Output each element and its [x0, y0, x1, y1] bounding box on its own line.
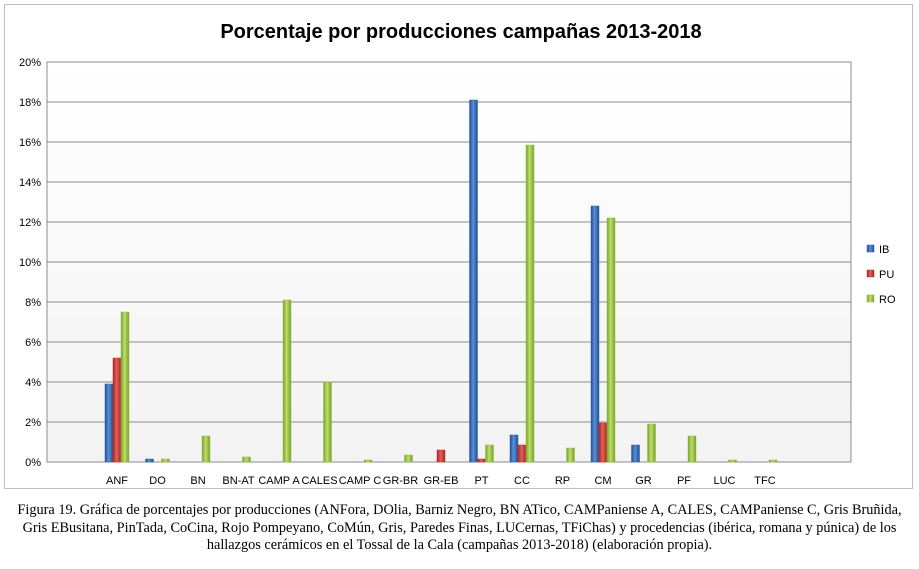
bar-ro: [606, 217, 616, 463]
x-tick-label: GR-BR: [383, 475, 419, 487]
x-tick-label: GR: [635, 475, 652, 487]
y-tick-label: 12%: [19, 217, 41, 229]
chart-title: Porcentaje por producciones campañas 201…: [220, 21, 701, 43]
x-tick-label: ANF: [106, 475, 128, 487]
x-tick-label: BN: [190, 475, 205, 487]
x-tick-label: BN-AT: [222, 475, 254, 487]
figure-caption: Figura 19. Gráfica de porcentajes por pr…: [17, 502, 902, 553]
y-tick-label: 8%: [25, 297, 41, 309]
y-axis-ticks: 0% 2% 4% 6% 8% 10% 12% 14% 16% 18% 20%: [19, 57, 41, 469]
bar-ro: [768, 459, 778, 463]
y-tick-label: 2%: [25, 417, 41, 429]
y-tick-label: 18%: [19, 97, 41, 109]
x-tick-label: GR-EB: [424, 475, 459, 487]
x-tick-label: PF: [677, 475, 691, 487]
bar-ro: [566, 447, 575, 463]
x-tick-label: RP: [555, 475, 570, 487]
bars: [104, 99, 778, 463]
bar-ib: [631, 444, 640, 463]
legend-label: PU: [879, 269, 894, 281]
y-tick-label: 14%: [19, 177, 41, 189]
x-tick-label: DO: [149, 475, 166, 487]
bar-ro: [687, 435, 697, 463]
bar-ib: [104, 383, 114, 463]
x-tick-label: CC: [514, 475, 530, 487]
x-tick-label: TFC: [754, 475, 775, 487]
y-tick-label: 6%: [25, 337, 41, 349]
legend-label: RO: [879, 294, 896, 306]
bar-pu: [598, 422, 608, 463]
y-tick-label: 0%: [25, 457, 41, 469]
legend-swatch-ro: [866, 294, 875, 303]
bar-ib: [590, 205, 600, 463]
bar-ro: [120, 311, 130, 463]
bar-ib: [509, 434, 519, 463]
bar-ro: [323, 381, 332, 463]
bar-ib: [469, 99, 478, 463]
bar-ro: [161, 458, 170, 463]
x-tick-label: CAMP C: [339, 475, 382, 487]
bar-ro: [282, 299, 292, 463]
y-tick-label: 20%: [19, 57, 41, 69]
bar-ro: [647, 423, 656, 463]
bar-pu: [477, 458, 486, 463]
y-tick-label: 4%: [25, 377, 41, 389]
bar-ro: [525, 144, 535, 463]
bar-ro: [201, 435, 211, 463]
x-axis-ticks: ANF DO BN BN-AT CAMP A CALES CAMP C GR-BR GR-EB P…: [106, 475, 776, 487]
bar-ro: [728, 459, 737, 463]
legend-swatch-ib: [866, 244, 875, 253]
bar-pu: [112, 357, 122, 463]
y-tick-label: 16%: [19, 137, 41, 149]
chart-container: Porcentaje por producciones campañas 201…: [4, 4, 913, 489]
legend: IB PU RO: [866, 244, 896, 306]
bar-ro: [242, 456, 251, 463]
bar-ro: [485, 444, 494, 463]
bar-pu: [517, 444, 527, 463]
bar-ro: [404, 454, 413, 463]
bar-ib: [145, 458, 154, 463]
x-tick-label: PT: [474, 475, 488, 487]
gridlines: [47, 101, 851, 423]
bar-chart: Porcentaje por producciones campañas 201…: [19, 21, 896, 487]
legend-label: IB: [879, 244, 889, 256]
x-tick-label: CALES: [301, 475, 337, 487]
bar-pu: [436, 449, 446, 463]
x-tick-label: CM: [594, 475, 611, 487]
legend-swatch-pu: [866, 269, 875, 278]
x-tick-label: CAMP A: [258, 475, 300, 487]
bar-ro: [363, 459, 373, 463]
y-tick-label: 10%: [19, 257, 41, 269]
x-tick-label: LUC: [713, 475, 735, 487]
